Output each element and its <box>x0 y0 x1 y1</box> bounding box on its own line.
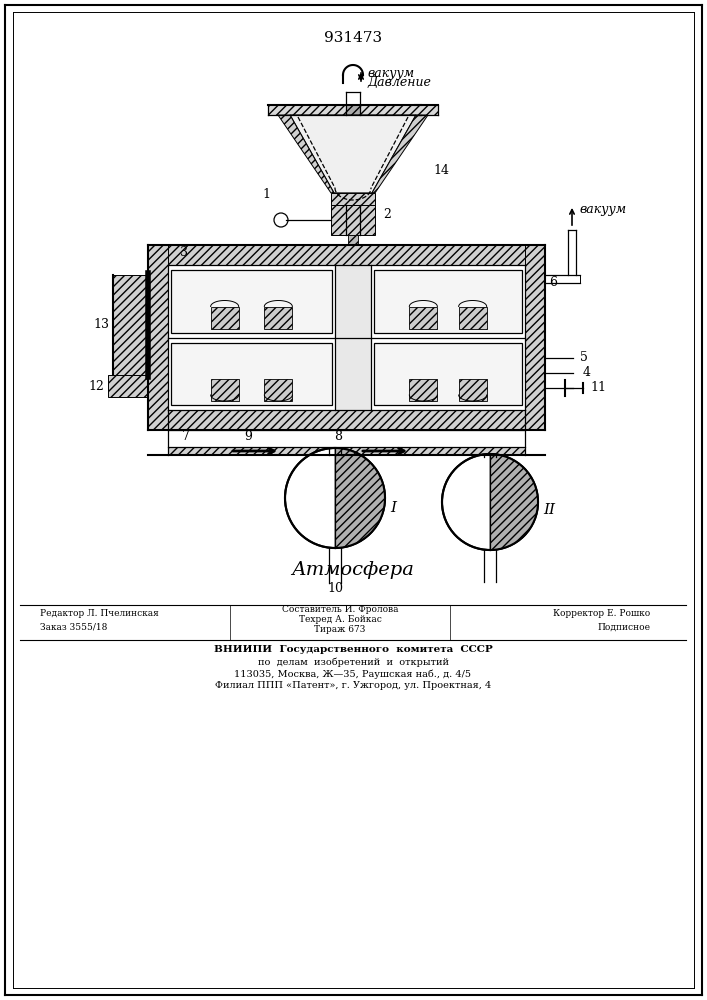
Bar <box>459 379 486 401</box>
Text: 2: 2 <box>383 209 391 222</box>
Text: 7: 7 <box>182 430 190 442</box>
Bar <box>211 379 239 401</box>
Text: Редактор Л. Пчелинская: Редактор Л. Пчелинская <box>40 608 159 617</box>
Text: 1: 1 <box>262 188 270 202</box>
Text: 9: 9 <box>244 430 252 442</box>
Text: I: I <box>390 501 396 515</box>
Circle shape <box>442 454 538 550</box>
Text: 4: 4 <box>583 366 591 379</box>
Text: Давление: Давление <box>367 77 431 90</box>
Bar <box>108 375 148 397</box>
Bar <box>171 270 332 332</box>
Text: вакуум: вакуум <box>579 204 626 217</box>
Polygon shape <box>335 448 385 548</box>
Text: Атмосфера: Атмосфера <box>291 561 414 579</box>
Bar <box>545 275 580 283</box>
Text: 8: 8 <box>334 430 342 442</box>
Polygon shape <box>290 115 416 193</box>
Text: 14: 14 <box>433 163 449 176</box>
Polygon shape <box>490 454 538 550</box>
Text: вакуум: вакуум <box>367 66 414 80</box>
Text: 13: 13 <box>93 318 109 332</box>
Text: 931473: 931473 <box>324 31 382 45</box>
Bar <box>264 379 292 401</box>
Bar <box>459 306 486 328</box>
Bar <box>148 245 545 265</box>
Bar <box>525 245 545 430</box>
Text: 10: 10 <box>327 582 343 594</box>
Bar <box>168 265 525 410</box>
Text: Заказ 3555/18: Заказ 3555/18 <box>40 622 107 632</box>
Text: 6: 6 <box>549 276 557 289</box>
Bar <box>409 379 438 401</box>
Bar <box>148 245 168 430</box>
Text: 113035, Москва, Ж—35, Раушская наб., д. 4/5: 113035, Москва, Ж—35, Раушская наб., д. … <box>235 669 472 679</box>
Circle shape <box>274 213 288 227</box>
Circle shape <box>285 448 385 548</box>
Bar <box>409 306 438 328</box>
Text: Составитель И. Фролова: Составитель И. Фролова <box>282 604 398 613</box>
Polygon shape <box>278 115 334 193</box>
Bar <box>348 235 358 252</box>
Text: Подписное: Подписное <box>597 622 650 632</box>
Bar <box>168 447 525 455</box>
Bar <box>346 105 360 115</box>
Polygon shape <box>331 193 375 205</box>
Bar <box>171 342 332 405</box>
Text: 3: 3 <box>180 246 188 259</box>
Bar <box>264 306 292 328</box>
Text: 11: 11 <box>590 381 606 394</box>
Text: Тираж 673: Тираж 673 <box>315 624 366 634</box>
Text: 5: 5 <box>580 351 588 364</box>
Bar <box>374 270 522 332</box>
Polygon shape <box>372 115 428 193</box>
Bar <box>331 205 375 235</box>
Text: II: II <box>543 503 555 517</box>
Bar <box>335 265 371 410</box>
Text: Филиал ППП «Патент», г. Ужгород, ул. Проектная, 4: Филиал ППП «Патент», г. Ужгород, ул. Про… <box>215 682 491 690</box>
Bar <box>374 342 522 405</box>
Bar <box>211 306 239 328</box>
Bar <box>268 105 438 115</box>
Text: Техред А. Бойкас: Техред А. Бойкас <box>298 614 382 624</box>
Text: Корректор Е. Рошко: Корректор Е. Рошко <box>553 608 650 617</box>
Text: ВНИИПИ  Государственного  комитета  СССР: ВНИИПИ Государственного комитета СССР <box>214 646 492 654</box>
Text: 12: 12 <box>88 379 104 392</box>
Bar <box>113 275 148 375</box>
Text: по  делам  изобретений  и  открытий: по делам изобретений и открытий <box>257 657 448 667</box>
Bar <box>148 410 545 430</box>
